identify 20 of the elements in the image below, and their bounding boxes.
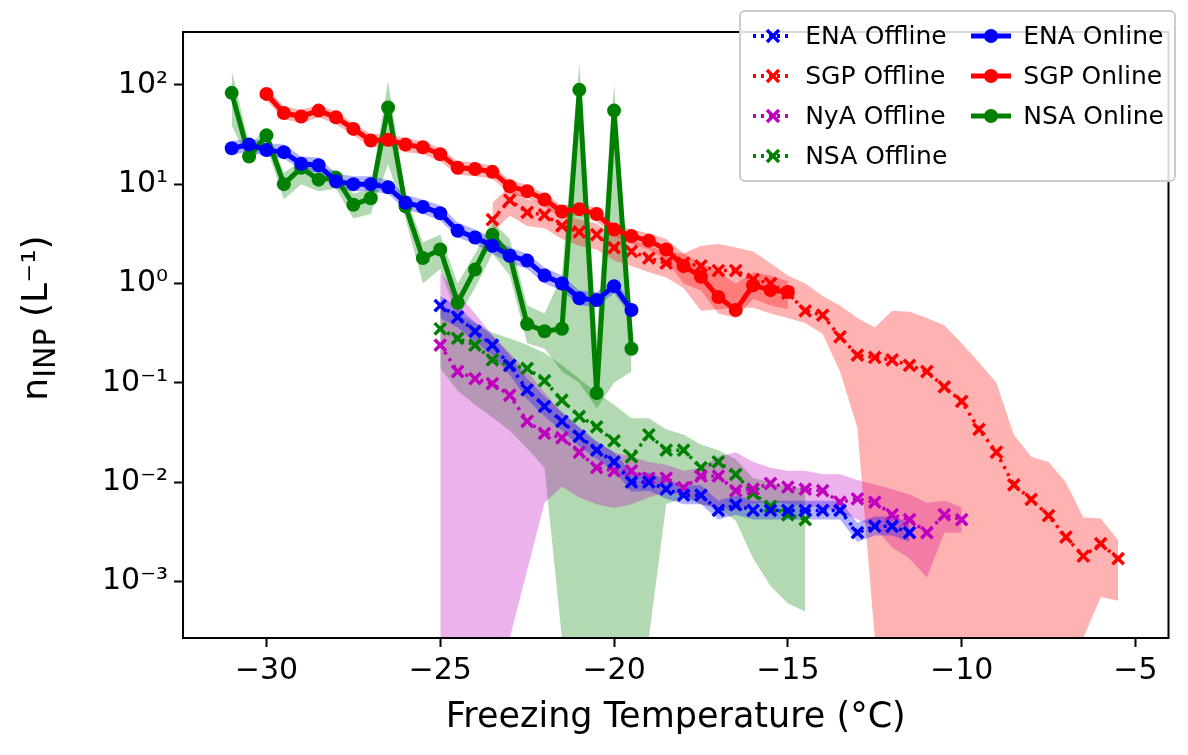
legend-label: NyA Offline xyxy=(805,100,946,132)
x-axis-title: Freezing Temperature (°C) xyxy=(445,695,906,736)
legend-label: NSA Offline xyxy=(805,140,948,172)
legend-label: ENA Online xyxy=(1023,20,1164,52)
legend-label: SGP Online xyxy=(1023,60,1163,92)
x-tick-label: −20 xyxy=(582,650,646,686)
y-tick-label: 10⁰ xyxy=(117,263,169,299)
y-tick-label: 10¹ xyxy=(117,163,169,199)
y-tick-label: 10² xyxy=(117,64,169,100)
y-tick-label: 10⁻³ xyxy=(101,561,169,597)
x-tick-label: −5 xyxy=(1113,650,1158,686)
x-tick-label: −10 xyxy=(930,650,994,686)
legend-label: SGP Offline xyxy=(805,60,946,92)
legend-label: NSA Online xyxy=(1023,100,1164,132)
y-tick-label: 10⁻² xyxy=(101,461,169,497)
x-tick-label: −25 xyxy=(408,650,472,686)
legend-label: ENA Offline xyxy=(805,20,947,52)
x-tick-label: −15 xyxy=(756,650,820,686)
x-tick-label: −30 xyxy=(234,650,299,686)
y-tick-label: 10⁻¹ xyxy=(101,362,169,398)
